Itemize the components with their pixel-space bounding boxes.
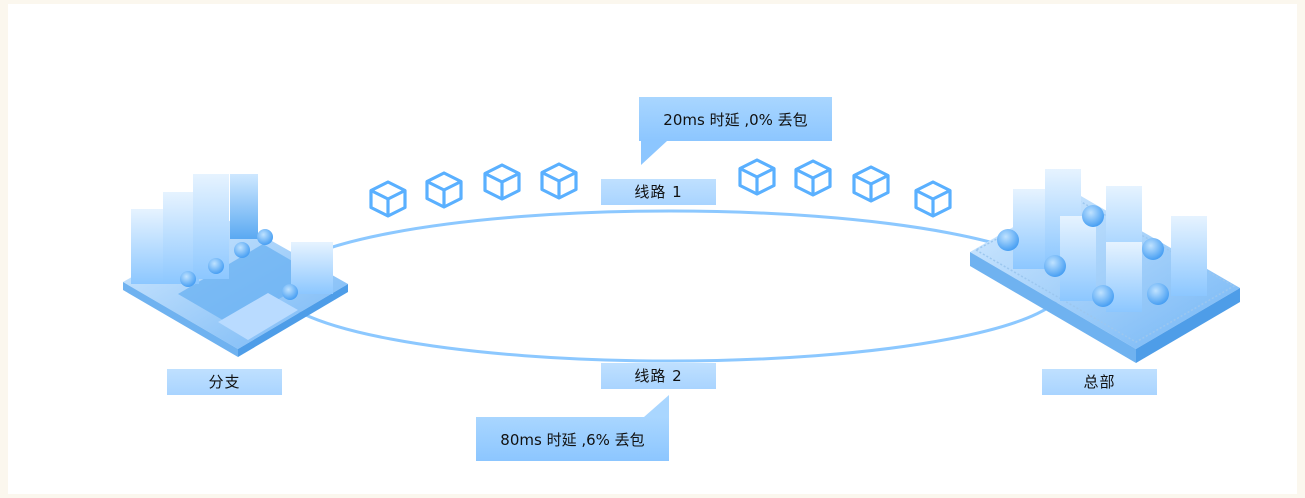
- line1-stats: 20ms 时延 ,0% 丢包: [663, 110, 808, 129]
- cube-icon: [852, 165, 890, 203]
- cube-icon: [738, 158, 776, 196]
- network-scene: [123, 158, 1240, 363]
- hq-building-icon: [970, 169, 1240, 363]
- link-ring: [273, 209, 1067, 363]
- line2-callout-tail: [644, 395, 669, 417]
- cube-icon: [369, 180, 407, 218]
- cube-icon: [540, 162, 578, 200]
- line1-callout-tail: [641, 141, 667, 165]
- branch-label: 分支: [167, 369, 282, 395]
- branch-building-icon: [123, 174, 348, 357]
- cube-icon: [425, 171, 463, 209]
- cube-icon: [794, 159, 832, 197]
- diagram-canvas: 分支 总部 线路 1 线路 2 20ms 时延 ,0% 丢包 80ms 时延 ,…: [8, 4, 1297, 494]
- line1-stats-callout: 20ms 时延 ,0% 丢包: [639, 97, 832, 165]
- line2-label: 线路 2: [601, 363, 716, 389]
- packet-group: [369, 158, 952, 218]
- line2-stats-callout: 80ms 时延 ,6% 丢包: [476, 395, 669, 461]
- hq-label: 总部: [1042, 369, 1157, 395]
- cube-icon: [914, 180, 952, 218]
- cube-icon: [483, 163, 521, 201]
- line1-label: 线路 1: [601, 179, 716, 205]
- line2-stats: 80ms 时延 ,6% 丢包: [500, 430, 645, 449]
